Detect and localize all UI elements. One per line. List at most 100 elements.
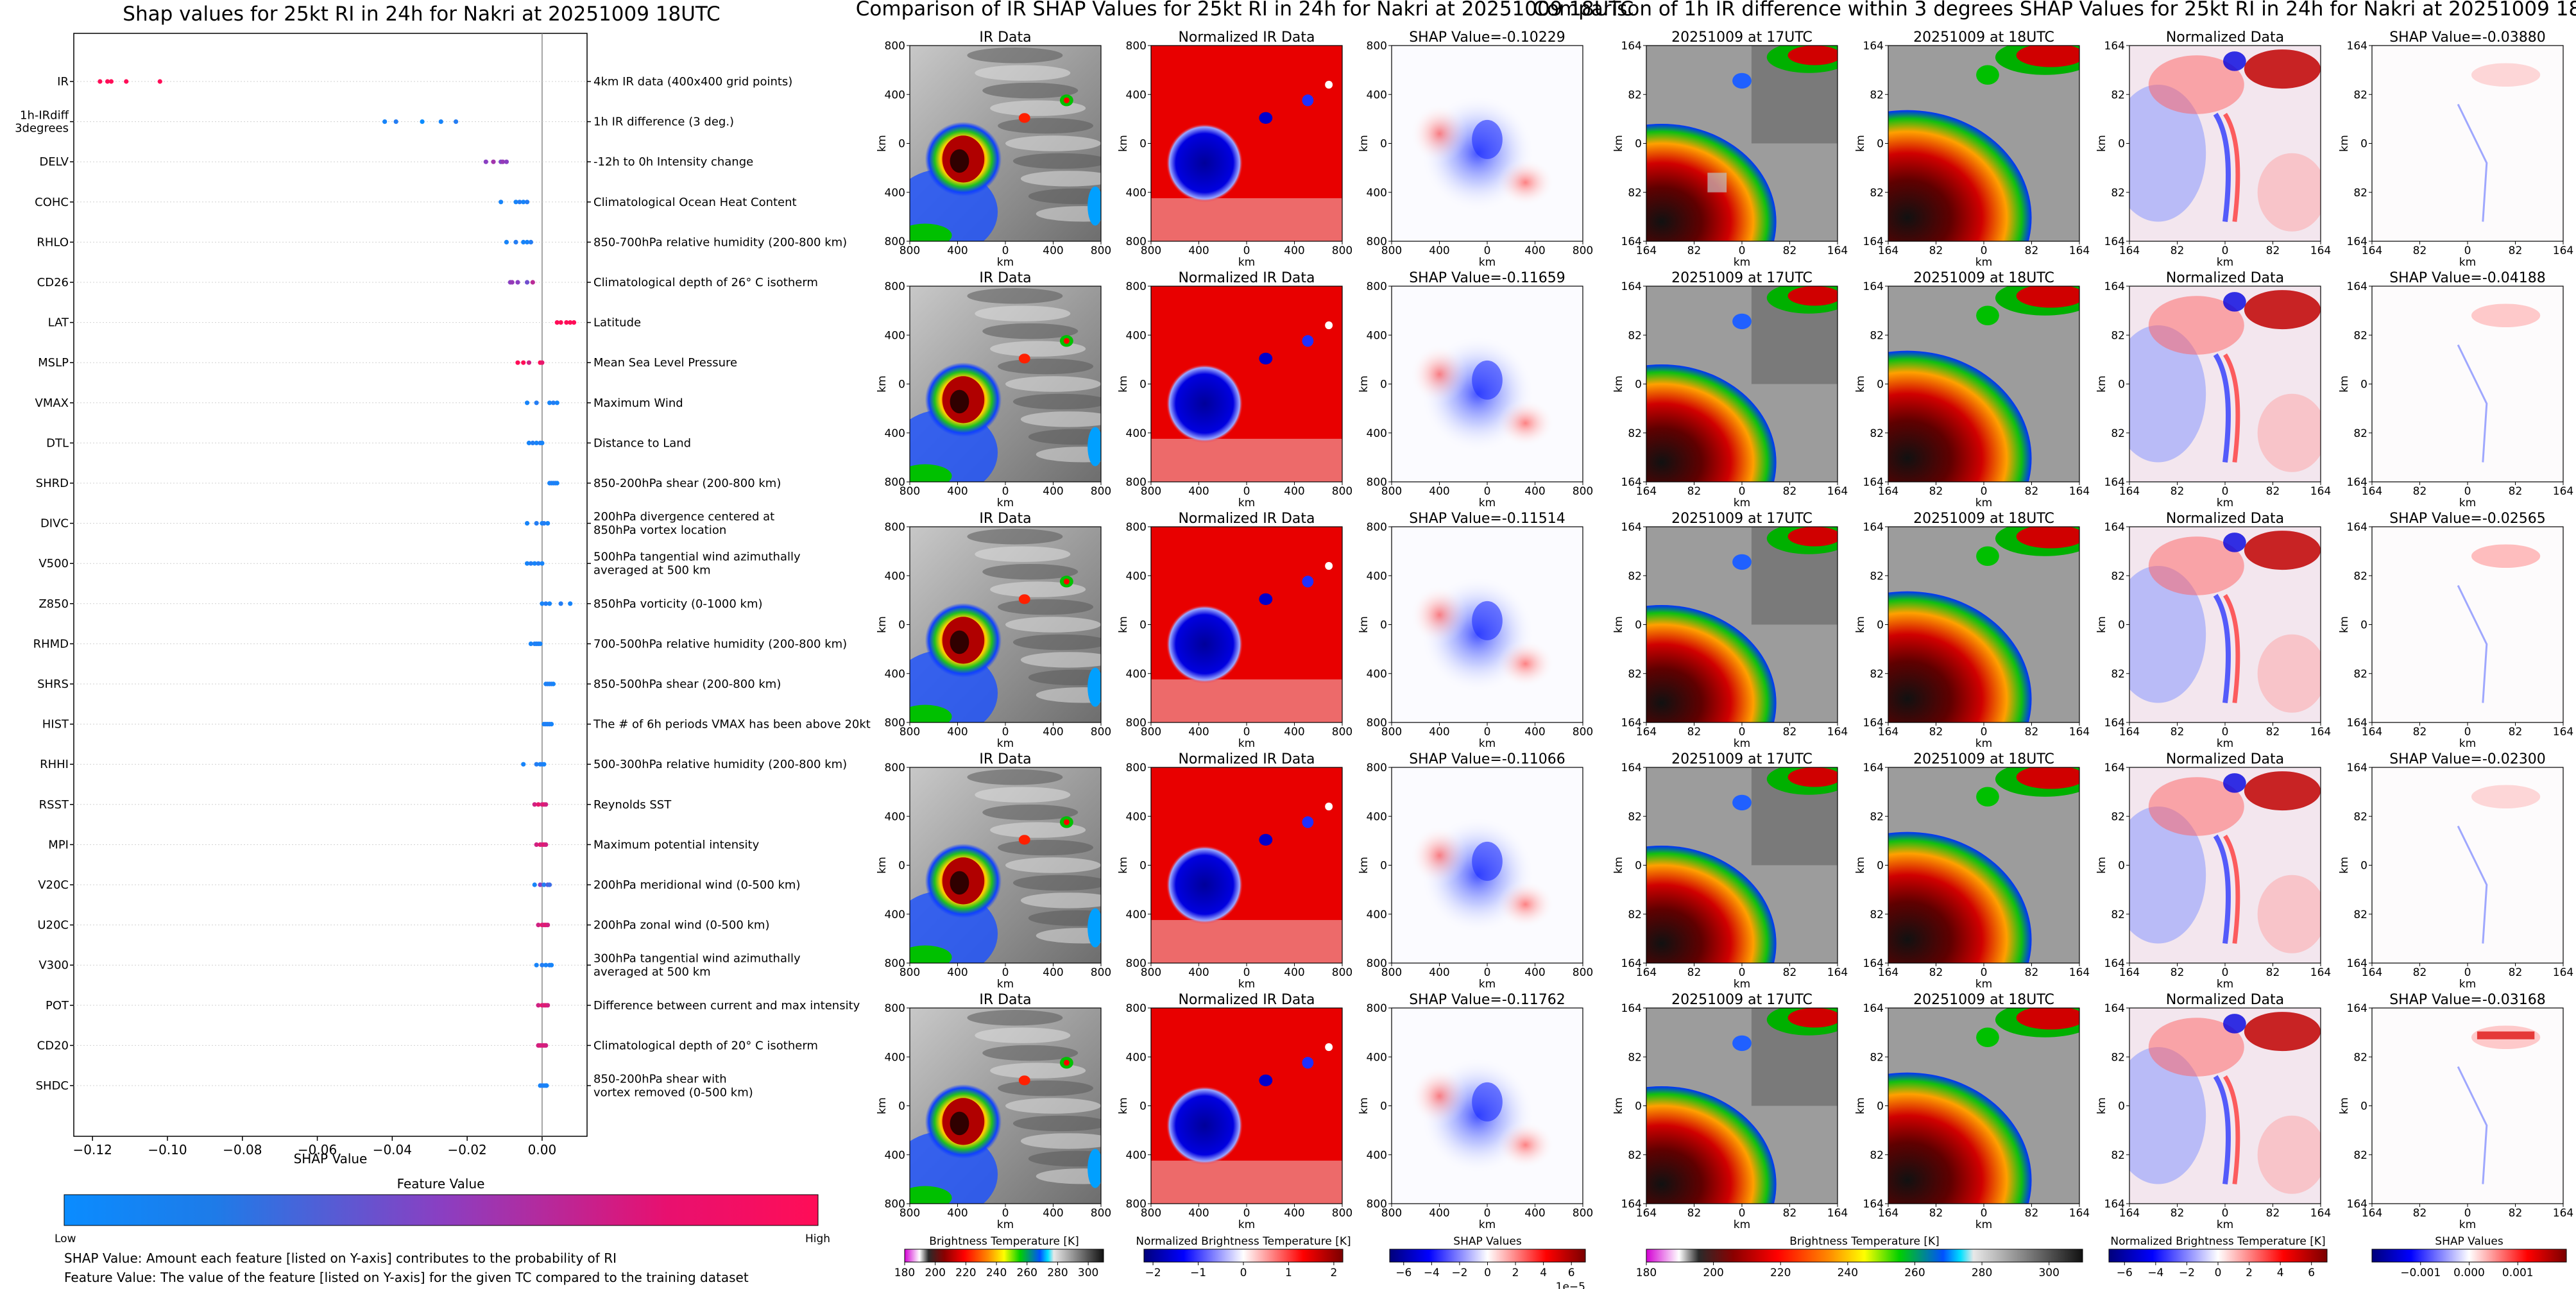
brightness-temperature-image [1646, 46, 1838, 241]
shap-point [534, 762, 539, 767]
x-tick-label: 82 [2413, 485, 2427, 498]
feature-description: 200hPa divergence centered at [593, 510, 774, 524]
x-tick-label: 400 [1043, 485, 1063, 498]
feature-value-colorbar [64, 1194, 819, 1226]
panel-title: 20251009 at 18UTC [1913, 30, 2054, 46]
shap-x-label: SHAP Value [294, 1151, 368, 1166]
irdiff-panel: 20251009 at 17UTC1641648282008282164164k… [1612, 992, 1848, 1231]
x-tick-label: 400 [1188, 1207, 1209, 1220]
y-tick-label: 82 [2353, 909, 2367, 921]
y-tick-label: 0 [2360, 379, 2367, 391]
colorbar-tick-label: 260 [1904, 1267, 1925, 1279]
y-tick-label: 400 [885, 909, 905, 921]
y-axis-label: km [2338, 1097, 2351, 1114]
y-tick-label: 0 [1139, 138, 1147, 151]
x-tick-label: 82 [2171, 244, 2185, 257]
x-tick-label: 0 [1002, 244, 1009, 257]
colorbar-tick-label: 1 [1285, 1267, 1292, 1279]
shap-point [543, 962, 549, 968]
y-axis-label: km [1612, 1097, 1625, 1114]
feature-description: Maximum potential intensity [593, 838, 760, 851]
feature-name: POT [46, 999, 69, 1012]
x-axis-label: km [2459, 1218, 2476, 1231]
y-tick-label: 164 [2347, 1198, 2367, 1211]
feature-name: V500 [38, 557, 69, 570]
colorbar-tick-label: 6 [1568, 1267, 1575, 1279]
x-tick-label: 400 [1188, 966, 1209, 979]
y-tick-label: 800 [1367, 1198, 1387, 1211]
y-axis-label: km [1854, 135, 1867, 151]
x-axis-label: km [1975, 256, 1992, 269]
feature-description: Climatological Ocean Heat Content [593, 196, 797, 209]
y-tick-label: 164 [1621, 521, 1642, 534]
normalized-difference-image [2129, 286, 2321, 482]
shap-point [545, 923, 550, 928]
shap-point [105, 79, 110, 84]
brightness-temperature-image [1888, 767, 2079, 963]
feature-description: Climatological depth of 20° C isotherm [593, 1039, 818, 1052]
feature-name: RHHI [40, 758, 69, 771]
colorbar-tick-label: −4 [1424, 1267, 1440, 1279]
y-tick-label: 82 [1870, 1051, 1884, 1064]
x-tick-label: 0 [1484, 726, 1491, 738]
shap-point [547, 882, 552, 887]
x-tick-label: 800 [1141, 244, 1161, 257]
x-tick-label: 164 [1878, 726, 1898, 738]
colorbar-tick-label: 300 [1078, 1267, 1098, 1279]
y-tick-label: 82 [1628, 570, 1642, 583]
colorbar [1389, 1249, 1586, 1263]
x-tick-label: 400 [1429, 485, 1449, 498]
shap-note-1: SHAP Value: Amount each feature [listed … [64, 1251, 617, 1266]
y-tick-label: 164 [1621, 762, 1642, 774]
colorbar [904, 1249, 1104, 1263]
brightness-temperature-image [1888, 46, 2079, 241]
x-tick-label: 82 [2509, 485, 2523, 498]
y-axis-label: km [2338, 375, 2351, 392]
y-tick-label: 800 [1126, 957, 1147, 970]
y-tick-label: 164 [1621, 40, 1642, 53]
irdiff-panel: 20251009 at 18UTC1641648282008282164164k… [1854, 751, 2090, 991]
feature-description: Reynolds SST [593, 798, 672, 812]
x-tick-label: 82 [1687, 1207, 1702, 1220]
x-tick-label: 400 [1284, 485, 1304, 498]
shap-point [513, 239, 518, 244]
x-axis-label: km [997, 497, 1014, 509]
colorbar [1646, 1249, 2083, 1263]
y-tick-label: 400 [1367, 810, 1387, 823]
y-tick-label: 400 [885, 810, 905, 823]
x-tick-label: 82 [1687, 485, 1702, 498]
y-tick-label: 800 [885, 235, 905, 248]
shap-point [521, 762, 526, 767]
ir-panel: SHAP Value=-0.11659800800400400004004008… [1358, 270, 1593, 509]
y-tick-label: 164 [1863, 717, 1884, 730]
x-tick-label: 400 [1284, 726, 1304, 738]
shap-point [547, 601, 552, 606]
y-tick-label: 82 [1628, 1149, 1642, 1162]
y-tick-label: 0 [1877, 1100, 1884, 1113]
x-axis-label: km [2459, 978, 2476, 991]
shap-point [543, 802, 549, 807]
panel-title: SHAP Value=-0.11762 [1409, 992, 1565, 1008]
colorbar [2108, 1249, 2328, 1263]
shap-difference-image [2372, 527, 2563, 722]
y-tick-label: 164 [2104, 40, 2125, 53]
ir-panel-grid: IR Data80080040040000400400800800kmkmNor… [876, 30, 1593, 1231]
x-tick-label: 82 [2509, 966, 2523, 979]
irdiff-panel: 20251009 at 17UTC1641648282008282164164k… [1612, 30, 1848, 269]
y-tick-label: 0 [2360, 138, 2367, 151]
y-axis-label: km [1117, 857, 1130, 873]
panel-title: Normalized IR Data [1178, 751, 1315, 767]
shap-point [543, 842, 549, 847]
y-tick-label: 0 [898, 619, 905, 632]
feature-name: V20C [38, 878, 69, 892]
y-tick-label: 164 [1621, 280, 1642, 293]
x-tick-label: 0 [1981, 966, 1988, 979]
panel-title: Normalized Data [2166, 992, 2284, 1008]
x-axis-label: km [2217, 1218, 2233, 1231]
ir-image [910, 767, 1101, 963]
shap-point [564, 320, 569, 325]
shap-point [550, 400, 556, 405]
y-tick-label: 82 [2111, 329, 2125, 342]
x-tick-label: 164 [1636, 1207, 1657, 1220]
y-tick-label: 164 [2347, 235, 2367, 248]
